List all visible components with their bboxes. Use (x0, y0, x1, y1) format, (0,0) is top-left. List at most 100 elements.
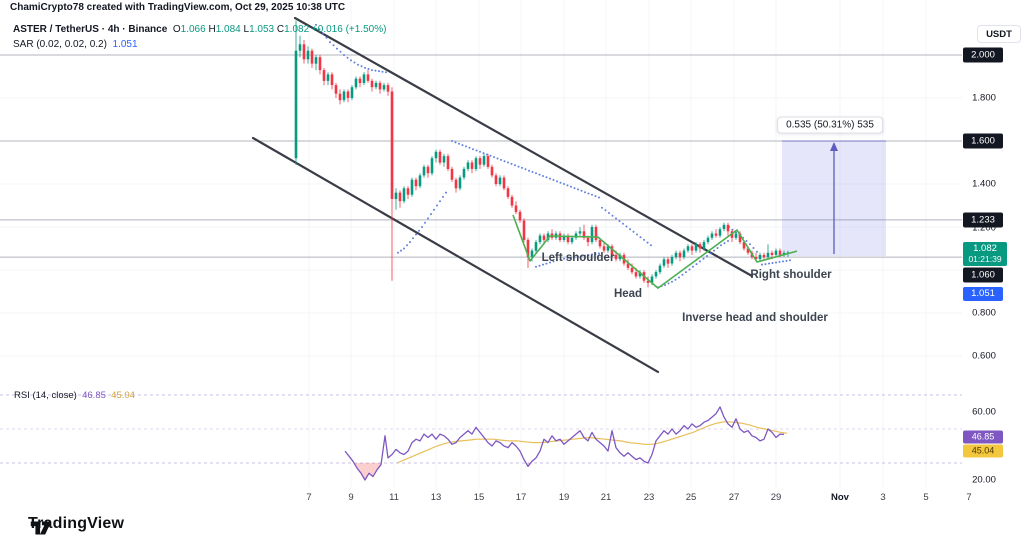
candle-body (438, 151, 442, 163)
candle-body (574, 233, 578, 238)
attribution-text: ChamiCrypto78 created with TradingView.c… (10, 2, 346, 13)
price-scale-label: 1.800 (972, 92, 996, 104)
sar-dot (632, 230, 635, 233)
candle-body (598, 239, 602, 247)
candle-body (466, 162, 470, 169)
candle-body (358, 78, 362, 83)
sar-dot (756, 250, 758, 253)
sar-dot (566, 184, 569, 187)
candle-body (690, 246, 694, 251)
symbol-title[interactable]: ASTER / TetherUS · 4h · Binance (13, 24, 168, 35)
rsi-legend: RSI (14, close) 46.85 45.04 (14, 390, 135, 401)
sar-dot (500, 158, 502, 161)
rsi-ma-value: 45.04 (111, 390, 135, 401)
candle-body (322, 70, 326, 81)
candle-body (630, 267, 634, 273)
candle-body (434, 151, 438, 159)
candle-body (430, 158, 434, 174)
sar-dot (580, 255, 583, 258)
sar-dot (531, 171, 534, 173)
sar-dot (573, 256, 576, 259)
candle-body (674, 252, 678, 258)
right-shoulder-label[interactable]: Right shoulder (750, 269, 832, 281)
sar-dot (674, 278, 677, 281)
candle-body (462, 168, 466, 178)
sar-dot (528, 169, 530, 172)
candle-body (482, 156, 486, 165)
price-line-badge: 2.000 (963, 47, 1003, 63)
sar-dot (353, 61, 356, 64)
candle-body (662, 259, 666, 266)
sar-dot (503, 160, 506, 163)
sar-dot (768, 262, 770, 265)
price-scale-label: 1.400 (972, 178, 996, 190)
sar-dot (716, 247, 719, 249)
candle-body (626, 263, 630, 268)
sar-dot (496, 157, 499, 160)
sar-dot (559, 181, 562, 184)
sar-dot (545, 262, 548, 265)
candle-body (726, 224, 730, 232)
tradingview-logo[interactable]: TradingView (28, 515, 124, 535)
sar-dot (695, 263, 698, 266)
sar-dot (542, 263, 544, 266)
sar-dot (591, 253, 593, 256)
candle-body (618, 254, 622, 260)
candle-body (658, 265, 662, 273)
measurement-label[interactable]: 0.535 (50.31%) 535 (777, 116, 883, 134)
sar-dot (556, 259, 558, 262)
candle-body (402, 188, 406, 202)
candle-body (546, 233, 550, 240)
candle-body (714, 233, 718, 236)
ohlc-close: C1.082 (276, 24, 310, 35)
candle-body (766, 252, 770, 258)
price-scale-label: 0.600 (972, 350, 996, 362)
rsi-oversold-fill (354, 463, 382, 480)
candle-body (338, 93, 342, 101)
sar-dot (563, 257, 565, 260)
pattern-name-label[interactable]: Inverse head and shoulder (682, 312, 828, 324)
rsi-indicator-label[interactable]: RSI (14, close) (14, 390, 77, 401)
sar-dot (336, 47, 338, 50)
sar-dot (775, 261, 777, 264)
candle-body (710, 233, 714, 238)
sar-indicator-label[interactable]: SAR (0.02, 0.02, 0.2) (13, 39, 107, 50)
candle-body (446, 156, 450, 169)
price-line-badge: 1.233 (963, 212, 1003, 228)
sar-dot (517, 165, 520, 168)
sar-dot (771, 262, 774, 264)
sar-dot (421, 226, 423, 228)
sar-dot (412, 237, 414, 240)
candle-body (370, 80, 374, 88)
sar-dot (322, 32, 324, 35)
candle-body (310, 50, 314, 64)
time-axis-label: 27 (728, 492, 740, 503)
lower-channel-line (251, 136, 660, 374)
sar-dot (350, 59, 352, 62)
head-label[interactable]: Head (613, 288, 643, 300)
candle-body (374, 82, 378, 88)
sar-dot (702, 257, 705, 260)
candle-body (734, 233, 738, 238)
currency-toggle-button[interactable]: USDT (977, 25, 1021, 43)
sar-dot (415, 233, 417, 236)
sar-dot (458, 142, 460, 145)
rsi-scale-label: 60.00 (972, 406, 996, 418)
sar-dot (381, 70, 384, 73)
candle-body (694, 244, 698, 251)
candle-body (362, 74, 366, 83)
sar-dot (364, 66, 366, 69)
sar-dot (664, 284, 666, 286)
sar-dot (594, 253, 597, 255)
sar-dot (618, 220, 621, 223)
sar-dot (524, 168, 527, 171)
sar-dot (566, 257, 569, 260)
sar-dot (535, 265, 537, 268)
projection-arrow-head (830, 142, 838, 151)
sar-dot (535, 172, 537, 175)
left-shoulder-label[interactable]: Left shoulder (541, 252, 615, 264)
sar-dot (601, 206, 603, 209)
sar-dot (538, 173, 541, 176)
